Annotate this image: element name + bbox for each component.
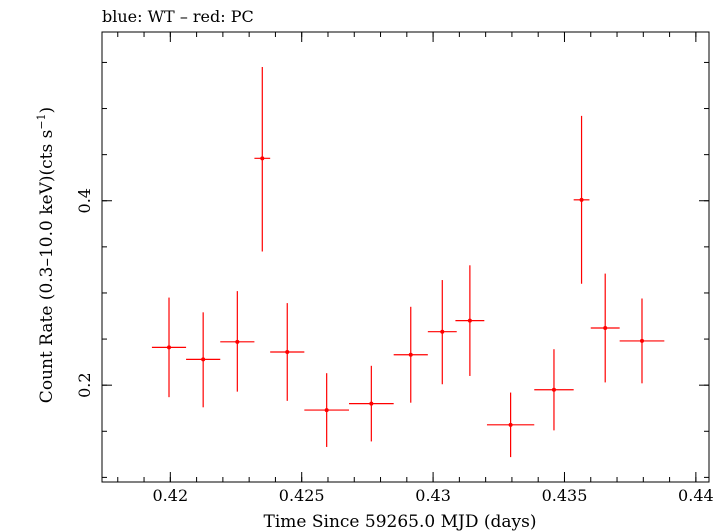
data-point [254,67,271,252]
data-point [534,349,574,431]
data-point [590,273,620,383]
x-axis-label: Time Since 59265.0 MJD (days) [264,512,537,532]
data-point [186,312,221,408]
data-point [486,392,535,458]
y-tick-label: 0.4 [75,188,94,213]
y-axis-label-main: Count Rate (0.3–10.0 keV)(cts s [37,130,57,404]
point-marker [235,339,240,344]
point-marker [579,197,584,202]
point-marker [369,401,374,406]
y-tick-label: 0.2 [75,372,94,397]
point-marker [324,408,329,413]
point-marker [467,318,472,323]
point-marker [603,326,608,331]
point-marker [167,345,172,350]
data-point [220,291,255,392]
y-axis-label-close: ) [37,107,57,114]
x-tick-label: 0.42 [153,486,189,505]
data-points [151,67,665,458]
point-marker [440,329,445,334]
data-point [151,297,187,398]
x-tick-label: 0.43 [415,486,451,505]
point-marker [639,338,644,343]
data-point [619,298,665,384]
x-tick-label: 0.425 [279,486,325,505]
axes: 0.42 0.425 0.43 0.435 0.44 0.2 0.4 [75,31,714,505]
x-tick-label: 0.44 [678,486,714,505]
plot-frame [101,31,710,483]
y-axis-label: Count Rate (0.3–10.0 keV)(cts s−1) [35,107,57,403]
y-axis-label-superscript: −1 [35,113,48,129]
point-marker [551,387,556,392]
data-point [455,265,485,376]
point-marker [201,357,206,362]
data-point [393,306,428,403]
point-marker [260,156,265,161]
chart-title: blue: WT – red: PC [102,7,254,26]
data-point [427,280,457,385]
data-point [304,373,350,447]
point-marker [508,422,513,427]
x-tick-label: 0.435 [542,486,588,505]
data-point [349,365,394,442]
point-marker [408,352,413,357]
data-point [270,303,305,401]
data-point [573,115,590,284]
point-marker [285,349,290,354]
